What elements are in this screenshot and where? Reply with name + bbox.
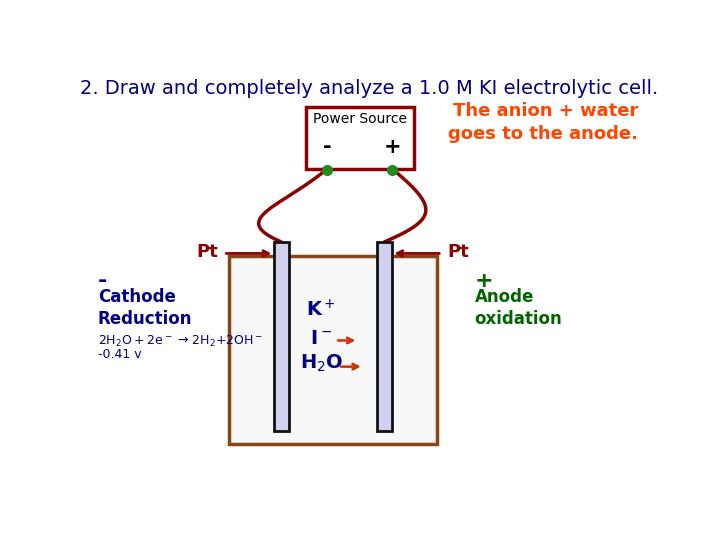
Text: -: - [98,271,107,291]
Text: -0.41 v: -0.41 v [98,348,142,361]
Text: H$_2$O: H$_2$O [300,353,343,374]
Text: -: - [323,137,332,157]
Bar [274,242,289,430]
Bar [377,242,392,430]
Text: Power Source: Power Source [312,112,407,126]
Text: Cathode
Reduction: Cathode Reduction [98,288,192,328]
Text: I$^-$: I$^-$ [310,329,333,348]
Text: Pt: Pt [197,243,218,261]
Bar [306,107,414,169]
Text: Pt: Pt [448,243,469,261]
Text: The anion + water
goes to the anode.: The anion + water goes to the anode. [449,102,639,143]
Text: Anode
oxidation: Anode oxidation [474,288,562,328]
Text: 2. Draw and completely analyze a 1.0 M KI electrolytic cell.: 2. Draw and completely analyze a 1.0 M K… [80,79,658,98]
Text: $\mathregular{2H_2O+2e^-}$ → $\mathregular{2H_2}$$\mathregular{+ 2OH^-}$: $\mathregular{2H_2O+2e^-}$ → $\mathregul… [98,334,263,349]
Text: +: + [474,271,493,291]
Bar [229,256,437,444]
Text: K$^+$: K$^+$ [306,299,336,320]
Text: +: + [383,137,401,157]
